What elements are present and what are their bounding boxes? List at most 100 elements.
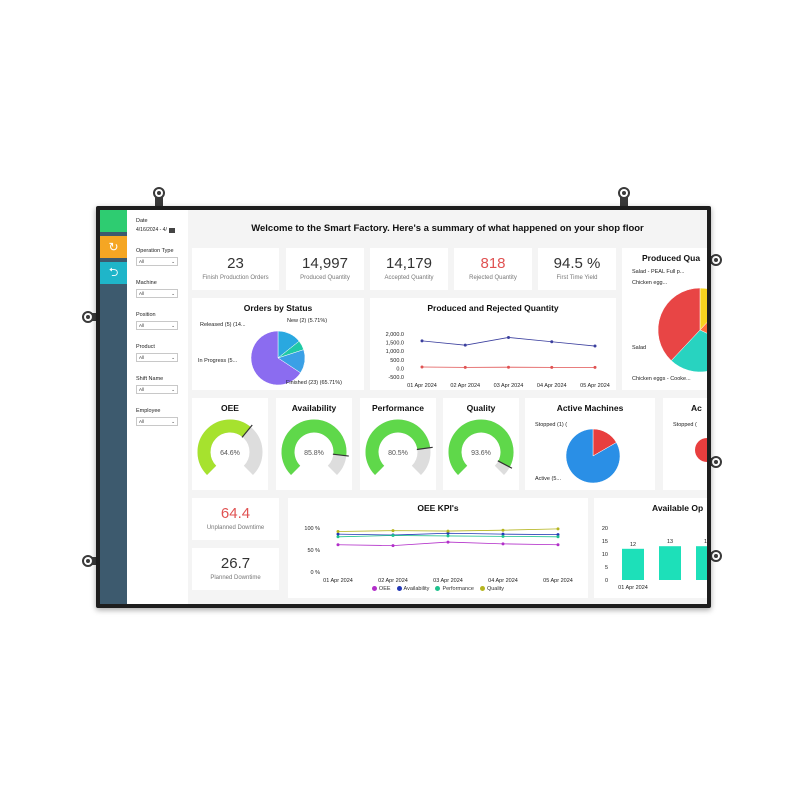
gauge-card: Quality 93.6% <box>443 398 519 490</box>
pie-slice[interactable] <box>565 428 621 484</box>
bar[interactable] <box>622 548 644 580</box>
active-machines-card: Active Machines Stopped (1) ( Active (5.… <box>525 398 655 490</box>
data-point[interactable] <box>446 531 450 535</box>
filter-dropdown[interactable]: All ⌄ <box>136 353 178 362</box>
calendar-icon[interactable] <box>168 227 175 233</box>
legend-item[interactable]: OEE <box>371 586 391 592</box>
legend-label: Performance <box>442 586 474 592</box>
pie-slice[interactable] <box>670 329 707 373</box>
kpi-card-accepted: 14,179 Accepted Quantity <box>370 248 448 290</box>
y-tick-label: 15 <box>602 539 608 545</box>
kpi-card-first-time-yield: 94.5 % First Time Yield <box>538 248 616 290</box>
gauge-marker <box>332 453 349 457</box>
pie-slice[interactable] <box>250 330 301 386</box>
gauge-card: Performance 80.5% <box>360 398 436 490</box>
bar[interactable] <box>696 546 707 580</box>
filter-dropdown[interactable]: All ⌄ <box>136 385 178 394</box>
filter-dropdown[interactable]: All ⌄ <box>136 321 178 330</box>
kpi-card-produced: 14,997 Produced Quantity <box>286 248 364 290</box>
data-point[interactable] <box>336 535 340 539</box>
active-machines-pie-chart: Stopped (1) ( Active (5... <box>535 422 621 484</box>
gauge-fill <box>365 419 431 475</box>
rail-home-button[interactable] <box>100 210 127 232</box>
data-point[interactable] <box>446 540 450 544</box>
pie-label: Chicken egg... <box>632 280 668 286</box>
data-point[interactable] <box>336 543 340 547</box>
kpi-value: 23 <box>227 255 244 272</box>
legend-dot <box>371 586 377 592</box>
chevron-down-icon: ⌄ <box>171 322 175 328</box>
pie-label: Stopped ( <box>673 422 697 428</box>
kpi-value: 64.4 <box>220 505 251 522</box>
legend-label: Quality <box>486 586 505 592</box>
x-tick-label: 01 Apr 2024 <box>407 383 437 389</box>
bar[interactable] <box>659 546 681 580</box>
data-point[interactable] <box>556 543 560 547</box>
pie-label: Released (5) (14... <box>200 322 246 328</box>
filter-value: All <box>139 355 145 360</box>
kpi-card-finished-orders: 23 Finish Production Orders <box>192 248 279 290</box>
data-point[interactable] <box>501 534 505 538</box>
data-point[interactable] <box>593 344 597 348</box>
filter-1: Machine All ⌄ <box>136 280 185 298</box>
data-point[interactable] <box>463 365 467 369</box>
produced-rejected-line-chart: 2,000.0 1,500.0 1,000.0 500.0 0.0 -500.001 Ap… <box>386 332 610 389</box>
data-point[interactable] <box>446 529 450 533</box>
x-tick-label: 05 Apr 2024 <box>543 578 573 584</box>
legend-item[interactable]: Quality <box>479 586 505 592</box>
produced-quantity-card: Produced Qua Salad - PEAL Full p... Chic… <box>622 248 707 390</box>
data-point[interactable] <box>550 340 554 344</box>
y-tick-label: 0 % <box>311 570 321 576</box>
filter-label: Shift Name <box>136 376 164 382</box>
data-point[interactable] <box>391 533 395 537</box>
kpi-value: 94.5 % <box>553 255 601 272</box>
data-point[interactable] <box>336 530 340 534</box>
legend-item[interactable]: Availability <box>396 586 429 592</box>
data-point[interactable] <box>501 532 505 536</box>
data-point[interactable] <box>550 365 554 369</box>
legend-dot <box>435 586 441 592</box>
bracket-mount <box>153 187 165 199</box>
kpi-label: Rejected Quantity <box>469 275 517 281</box>
data-point[interactable] <box>446 534 450 538</box>
bracket-mount <box>710 550 722 562</box>
bracket-tab <box>620 195 628 207</box>
data-point[interactable] <box>420 365 424 369</box>
data-point[interactable] <box>507 335 510 339</box>
data-point[interactable] <box>556 527 560 531</box>
y-tick-label: 0.0 <box>396 366 404 372</box>
filter-dropdown[interactable]: All ⌄ <box>136 417 178 426</box>
date-range-picker[interactable]: 4/16/2024 - 4/ <box>136 227 185 233</box>
chart-title: Orders by Status <box>243 303 313 313</box>
bracket-mount <box>82 311 94 323</box>
data-point[interactable] <box>463 343 467 347</box>
filter-value: All <box>139 387 145 392</box>
pie-slice[interactable] <box>657 287 701 361</box>
y-tick-label: 2,000.0 <box>386 332 404 338</box>
gauge-value-label: 93.6% <box>471 450 491 457</box>
filter-label: Machine <box>136 280 157 286</box>
legend-item[interactable]: Performance <box>435 586 474 592</box>
data-point[interactable] <box>501 528 505 532</box>
data-point[interactable] <box>391 529 395 533</box>
chart-title: Active Machines <box>556 403 624 413</box>
kpi-label: First Time Yield <box>556 275 598 281</box>
filter-label: Product <box>136 344 155 350</box>
data-point[interactable] <box>336 532 340 536</box>
main-content: Welcome to the Smart Factory. Here's a s… <box>188 210 707 604</box>
data-point[interactable] <box>420 339 424 343</box>
filter-dropdown[interactable]: All ⌄ <box>136 257 178 266</box>
data-point[interactable] <box>556 533 560 537</box>
filter-panel: Date 4/16/2024 - 4/ Operation Type All ⌄ Ma… <box>127 210 185 604</box>
filter-dropdown[interactable]: All ⌄ <box>136 289 178 298</box>
refresh-button[interactable]: ↻ <box>100 236 127 258</box>
data-point[interactable] <box>556 535 560 539</box>
data-point[interactable] <box>507 365 510 369</box>
kpi-value: 26.7 <box>220 555 251 572</box>
data-point[interactable] <box>593 365 597 369</box>
data-point[interactable] <box>391 544 395 548</box>
gauge-fill <box>448 419 514 475</box>
back-button[interactable]: ⮌ <box>100 262 127 284</box>
data-point[interactable] <box>501 542 505 546</box>
pie-slice <box>695 438 707 462</box>
